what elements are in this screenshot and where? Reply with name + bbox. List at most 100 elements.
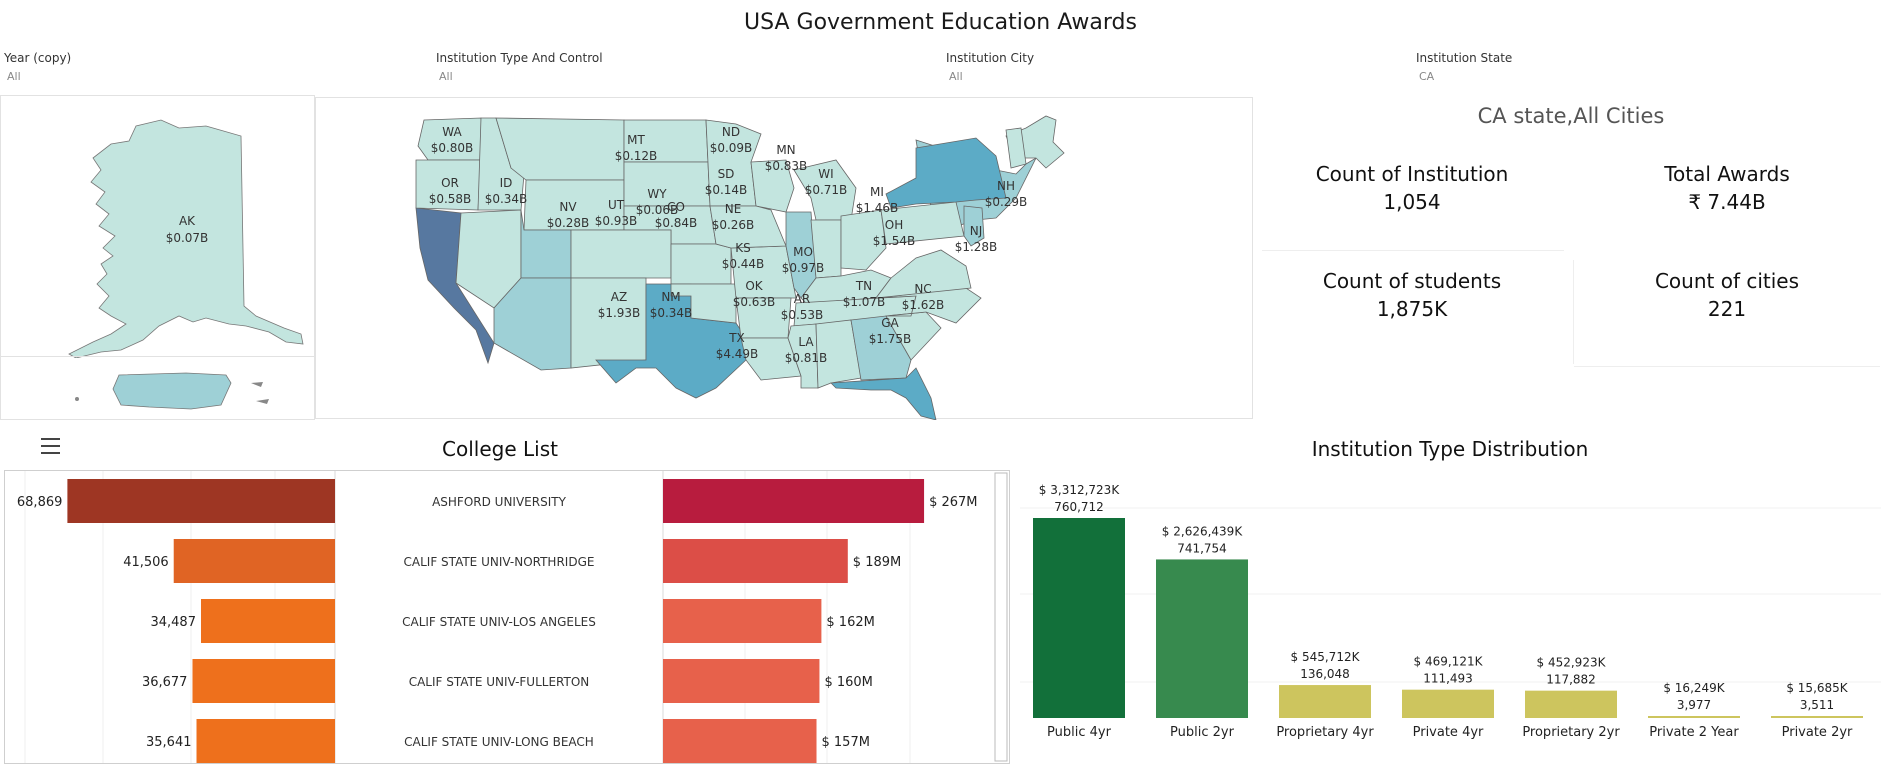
- award-amount-bar: [663, 479, 925, 523]
- state-code-nm: NM: [661, 290, 680, 304]
- state-code-ga: GA: [881, 316, 899, 330]
- student-total-label: 760,712: [1054, 500, 1104, 514]
- award-total-label: $ 469,121K: [1414, 655, 1484, 669]
- kpi-count-institution-label: Count of Institution: [1315, 162, 1509, 186]
- student-total-label: 117,882: [1546, 673, 1596, 687]
- alaska-map-panel: AK $0.07B: [0, 95, 315, 359]
- student-total-label: 136,048: [1300, 667, 1350, 681]
- state-amount-az: $1.93B: [598, 306, 641, 320]
- state-shape-nh[interactable]: [1005, 127, 1027, 169]
- kpi-divider: [1262, 250, 1564, 251]
- student-count-bar: [173, 539, 335, 583]
- institution-type-bar: [1156, 559, 1248, 718]
- state-code-id: ID: [500, 176, 513, 190]
- filter-year-dropdown[interactable]: All: [7, 70, 21, 83]
- student-total-label: 741,754: [1177, 541, 1227, 555]
- filter-institution-type-label: Institution Type And Control: [436, 51, 603, 65]
- institution-type-label: Private 2 Year: [1649, 725, 1739, 740]
- state-shape-nm[interactable]: [570, 277, 647, 369]
- student-total-label: 3,511: [1800, 698, 1834, 712]
- scrollbar-track: [994, 472, 1008, 762]
- usa-map-panel: WA $0.80B OR $0.58B ID $0.34B MT $0.12B …: [315, 97, 1253, 421]
- institution-type-bar: [1648, 716, 1740, 718]
- state-shape-nj[interactable]: [963, 205, 985, 247]
- state-code-mt: MT: [627, 133, 645, 147]
- state-shape-ks[interactable]: [670, 243, 732, 285]
- state-amount-mi: $1.46B: [856, 201, 899, 215]
- state-amount-ar: $0.53B: [781, 308, 824, 322]
- institution-type-bar: [1033, 518, 1125, 718]
- island-dot: [75, 397, 79, 401]
- island-shape: [251, 382, 263, 387]
- award-total-label: $ 545,712K: [1291, 650, 1361, 664]
- institution-type-label: Public 2yr: [1170, 725, 1235, 740]
- college-name: CALIF STATE UNIV-LOS ANGELES: [402, 615, 596, 629]
- institution-type-label: Private 4yr: [1413, 725, 1484, 740]
- state-amount-la: $0.81B: [785, 351, 828, 365]
- state-amount-ne: $0.26B: [712, 218, 755, 232]
- state-shape-ga[interactable]: [850, 315, 912, 381]
- hamburger-menu-icon[interactable]: [41, 438, 60, 459]
- state-code-ne: NE: [725, 202, 742, 216]
- institution-type-bar: [1525, 690, 1617, 718]
- filter-institution-type-dropdown[interactable]: All: [439, 70, 453, 83]
- state-code-sd: SD: [718, 167, 735, 181]
- state-shape-mt[interactable]: [495, 117, 625, 181]
- institution-type-bar: [1279, 685, 1371, 718]
- student-count-bar: [196, 719, 335, 763]
- state-shape-nc[interactable]: [875, 287, 982, 324]
- student-count-label: 68,869: [17, 495, 63, 510]
- state-shape-oh[interactable]: [840, 209, 887, 271]
- state-shape-wi[interactable]: [750, 159, 795, 213]
- award-amount-bar: [663, 599, 822, 643]
- filter-state-dropdown[interactable]: CA: [1419, 70, 1435, 83]
- student-count-label: 41,506: [123, 555, 169, 570]
- filter-city-dropdown[interactable]: All: [949, 70, 963, 83]
- institution-type-label: Private 2yr: [1782, 725, 1853, 740]
- state-code-nv: NV: [559, 200, 577, 214]
- kpi-count-institution-value: 1,054: [1383, 190, 1441, 214]
- state-amount-wy: $0.06B: [636, 203, 679, 217]
- kpi-total-awards-label: Total Awards: [1664, 162, 1790, 186]
- state-amount-nd: $0.09B: [710, 141, 753, 155]
- institution-type-bar: [1771, 716, 1863, 718]
- award-total-label: $ 2,626,439K: [1162, 524, 1244, 538]
- institution-type-bar: [1402, 689, 1494, 718]
- state-shape-va[interactable]: [875, 249, 972, 299]
- student-count-bar: [200, 599, 335, 643]
- state-amount-mo: $0.97B: [782, 261, 825, 275]
- state-code-ar: AR: [794, 292, 811, 306]
- filter-city-label: Institution City: [946, 51, 1035, 65]
- college-list-chart-panel: 68,869 ASHFORD UNIVERSITY $ 267M 41,506 CALI…: [4, 470, 1010, 764]
- award-amount-label: $ 160M: [824, 675, 872, 690]
- state-amount-tx: $4.49B: [716, 347, 759, 361]
- state-code-mi: MI: [870, 185, 884, 199]
- state-amount-sd: $0.14B: [705, 183, 748, 197]
- state-code-wi: WI: [818, 167, 833, 181]
- institution-type-chart: $ 3,312,723K 760,712 Public 4yr $ 2,626,439…: [1020, 483, 1881, 740]
- state-amount-wi: $0.71B: [805, 183, 848, 197]
- state-amount-ut: $0.93B: [595, 214, 638, 228]
- state-shape-co[interactable]: [570, 229, 672, 279]
- state-amount-ok: $0.63B: [733, 295, 776, 309]
- state-shape-al[interactable]: [815, 319, 862, 389]
- puerto-rico-map-panel: [0, 356, 315, 420]
- state-code-nc: NC: [914, 282, 931, 296]
- state-code-oh: OH: [885, 218, 903, 232]
- state-shape-ny[interactable]: [885, 137, 1007, 209]
- state-code-la: LA: [798, 335, 814, 349]
- kpi-heading: CA state,All Cities: [1477, 104, 1665, 128]
- college-list-title: College List: [442, 437, 558, 461]
- state-shape-ak[interactable]: [68, 119, 304, 359]
- student-count-bar: [192, 659, 335, 703]
- institution-type-chart-panel: $ 3,312,723K 760,712 Public 4yr $ 2,626,439…: [1020, 470, 1881, 764]
- college-name: CALIF STATE UNIV-LONG BEACH: [404, 735, 594, 749]
- state-shape-la[interactable]: [740, 337, 802, 381]
- institution-type-label: Public 4yr: [1047, 725, 1112, 740]
- award-total-label: $ 3,312,723K: [1039, 483, 1121, 497]
- state-code-tx: TX: [728, 331, 745, 345]
- alaska-map: AK $0.07B: [68, 119, 304, 359]
- state-shape-fl[interactable]: [830, 367, 937, 421]
- territory-shape-pr[interactable]: [112, 372, 232, 410]
- filter-state-label: Institution State: [1416, 51, 1513, 65]
